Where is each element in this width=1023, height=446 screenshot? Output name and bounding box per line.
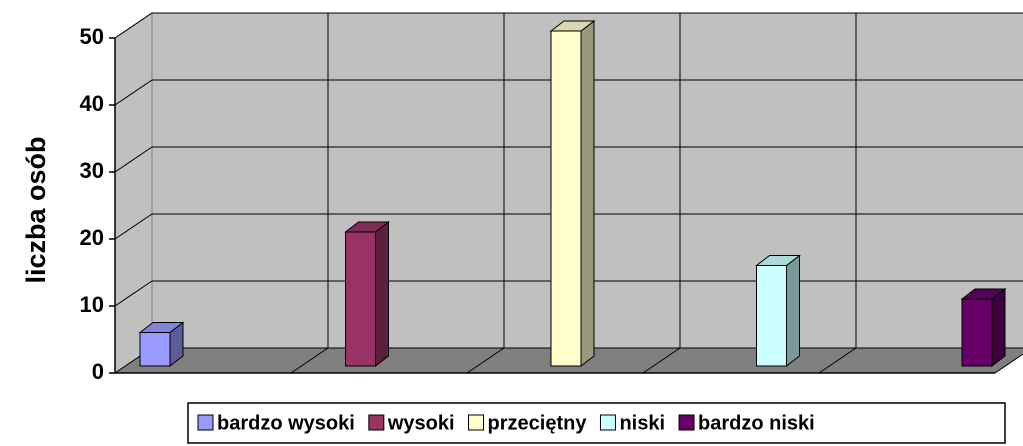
bar: [345, 231, 376, 367]
bar: [756, 265, 787, 367]
legend-items: bardzo wysoki wysoki przeciętny niski bardzo…: [197, 412, 815, 434]
y-tick-label: 50: [80, 24, 104, 49]
legend-swatch: [368, 414, 385, 431]
grid-line: [114, 280, 153, 307]
legend: [187, 402, 1006, 444]
legend-label: wysoki: [387, 412, 455, 434]
legend-label: niski: [619, 412, 665, 434]
y-tick-label: 10: [80, 292, 104, 317]
side-wall: [114, 12, 153, 374]
grid-line: [114, 79, 153, 106]
y-tick-label: 40: [80, 91, 104, 116]
bar: [961, 298, 993, 367]
bars: [138, 19, 1007, 368]
legend-label: przeciętny: [488, 412, 588, 434]
legend-swatch: [197, 414, 214, 431]
y-tick-label: 30: [80, 158, 104, 183]
y-tick-label: 20: [80, 225, 104, 250]
bar-side: [786, 254, 800, 368]
bar: [550, 30, 582, 367]
grid-line: [114, 146, 153, 173]
legend-swatch: [468, 414, 485, 431]
legend-swatch: [599, 414, 616, 431]
y-tick-label: 0: [92, 359, 104, 384]
legend-label: bardzo niski: [698, 412, 815, 434]
legend-label: bardzo wysoki: [217, 412, 355, 434]
dividers: [290, 13, 857, 374]
bar: [139, 332, 171, 367]
bar-side: [991, 287, 1006, 368]
legend-swatch: [678, 414, 695, 431]
grid-line: [114, 213, 153, 240]
y-axis-label: liczba osób: [21, 136, 51, 283]
bar-side: [375, 220, 389, 368]
bar-side: [580, 19, 595, 368]
grid-line: [114, 12, 153, 39]
